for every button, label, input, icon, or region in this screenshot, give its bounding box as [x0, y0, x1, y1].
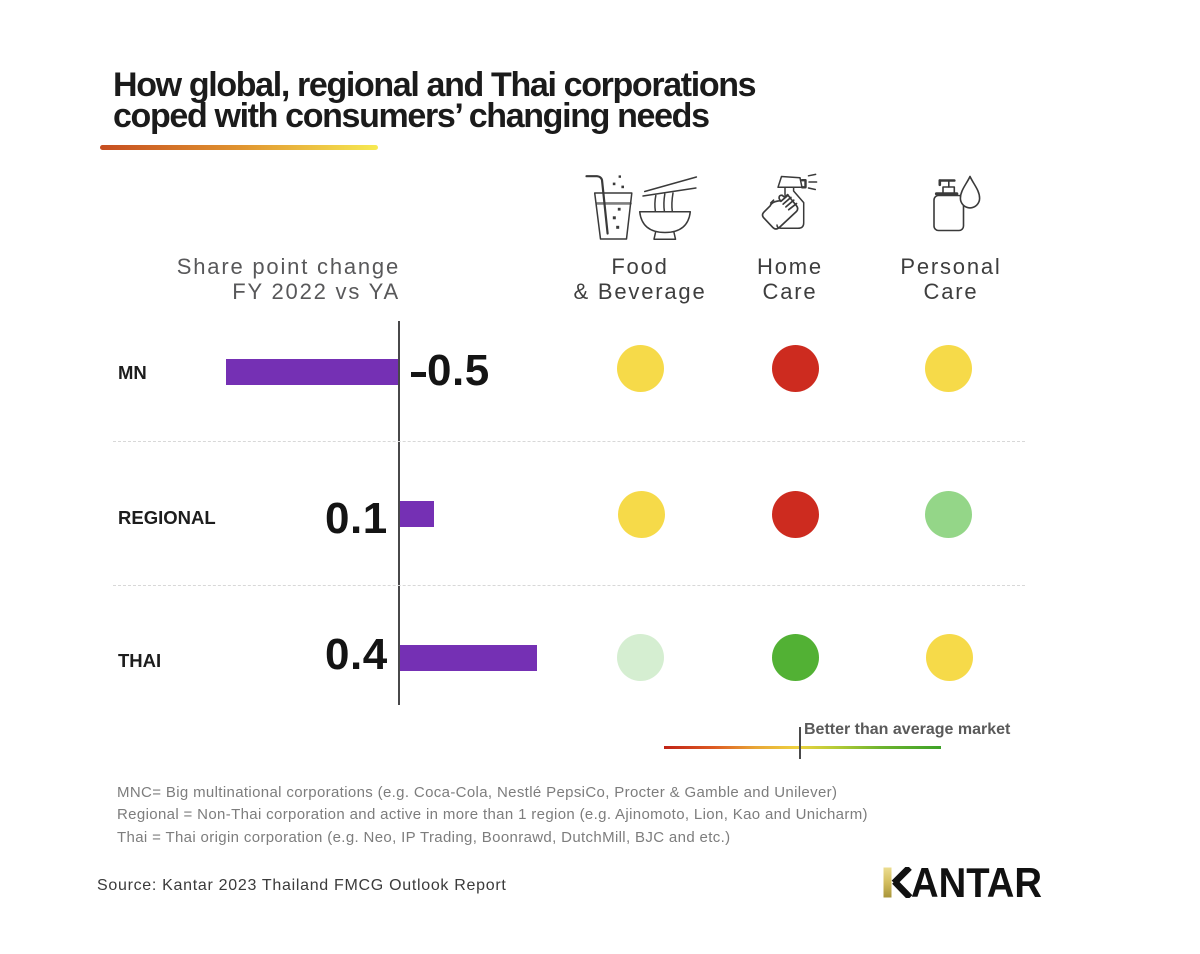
svg-text:ANTAR: ANTAR	[911, 867, 1042, 898]
